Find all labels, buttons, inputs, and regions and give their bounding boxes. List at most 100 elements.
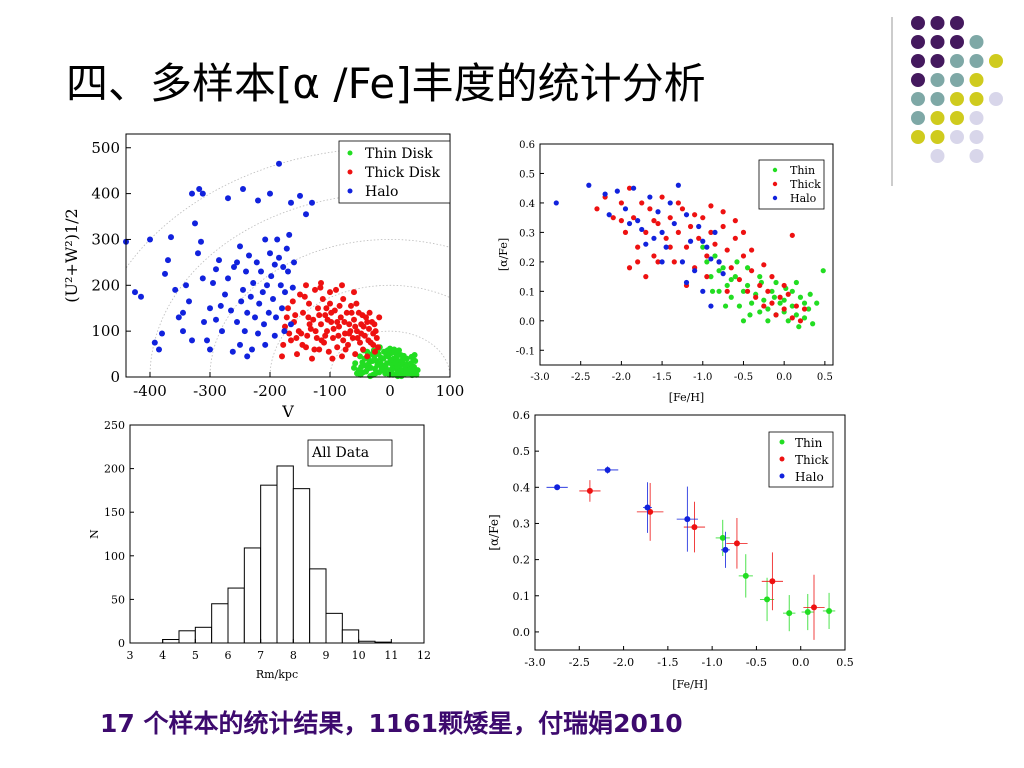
data-point: [744, 282, 751, 289]
data-point: [400, 352, 407, 359]
data-point: [285, 268, 291, 275]
y-tick-label: 0: [110, 368, 120, 386]
data-point: [159, 330, 165, 337]
data-point: [283, 314, 290, 321]
data-point: [765, 318, 771, 324]
decor-dot: [930, 111, 945, 125]
x-tick-label: 3: [127, 649, 134, 662]
decor-dot: [930, 73, 945, 87]
data-point: [243, 268, 249, 275]
data-point: [635, 244, 641, 250]
data-point: [675, 182, 681, 188]
data-point: [757, 282, 763, 289]
y-tick-label: 300: [91, 230, 120, 248]
data-point: [712, 253, 718, 259]
data-point: [377, 360, 384, 367]
data-point: [343, 309, 350, 316]
data-point: [643, 274, 649, 280]
data-point: [765, 288, 771, 294]
decor-dot: [969, 111, 984, 125]
data-point: [295, 328, 302, 335]
data-point: [307, 325, 314, 332]
data-point: [280, 263, 287, 270]
data-point: [196, 186, 203, 193]
legend-marker: [779, 456, 785, 462]
decor-dot: [930, 16, 945, 30]
data-point: [162, 270, 168, 277]
data-point: [339, 282, 345, 289]
data-point: [346, 321, 353, 328]
data-point: [647, 194, 653, 200]
data-point: [663, 244, 669, 250]
data-point: [651, 253, 657, 259]
data-point: [282, 289, 288, 296]
data-point: [801, 306, 808, 312]
data-point: [651, 235, 657, 241]
data-point: [696, 223, 702, 230]
data-point: [785, 291, 791, 297]
decor-dot: [950, 16, 964, 30]
data-point: [720, 223, 726, 230]
data-point: [330, 335, 336, 342]
data-point: [311, 346, 318, 353]
data-point: [183, 282, 189, 289]
data-point: [742, 572, 749, 579]
decor-dot: [930, 54, 945, 68]
y-tick-label: 0.5: [519, 169, 535, 180]
data-point: [312, 328, 319, 335]
legend-label: Halo: [790, 192, 817, 205]
decor-dot: [969, 35, 984, 49]
data-point: [716, 288, 722, 294]
data-point: [285, 305, 291, 312]
data-point: [288, 337, 294, 344]
x-tick-label: 0.5: [836, 656, 854, 669]
data-point: [334, 344, 341, 351]
data-point: [793, 279, 799, 286]
x-tick-label: -3.0: [530, 372, 549, 383]
data-point: [244, 353, 251, 360]
data-point: [655, 259, 661, 265]
data-point: [724, 282, 730, 289]
data-point: [410, 356, 417, 363]
data-point: [720, 271, 726, 277]
decor-dot: [911, 73, 925, 87]
data-point: [336, 323, 342, 330]
data-point: [801, 315, 808, 321]
data-point: [351, 364, 357, 371]
data-point: [219, 328, 225, 335]
data-point: [353, 300, 360, 307]
data-point: [324, 316, 331, 323]
data-point: [306, 300, 312, 307]
data-point: [322, 332, 329, 339]
data-point: [274, 236, 281, 243]
data-point: [345, 341, 351, 348]
data-point: [316, 312, 323, 319]
data-point: [394, 363, 401, 370]
data-point: [700, 288, 706, 294]
data-point: [789, 315, 795, 321]
data-point: [411, 351, 418, 358]
y-tick-label: 250: [104, 419, 125, 432]
data-point: [147, 236, 153, 243]
data-point: [769, 578, 776, 585]
data-point: [237, 243, 243, 250]
decor-dot: [911, 35, 925, 49]
data-point: [805, 306, 812, 312]
data-point: [192, 220, 198, 227]
data-point: [769, 274, 775, 280]
y-axis-label: N: [88, 529, 101, 539]
data-point: [267, 190, 273, 197]
y-tick-label: 0.3: [513, 517, 531, 530]
data-point: [594, 206, 600, 212]
data-point: [635, 259, 641, 265]
data-point: [643, 229, 649, 235]
data-point: [294, 351, 300, 358]
data-point: [303, 282, 309, 289]
data-point: [626, 265, 633, 271]
data-point: [394, 373, 401, 380]
data-point: [651, 218, 657, 224]
decor-dot: [911, 16, 925, 30]
data-point: [804, 609, 811, 616]
x-tick-label: -2.0: [612, 372, 631, 383]
data-point: [814, 300, 820, 306]
